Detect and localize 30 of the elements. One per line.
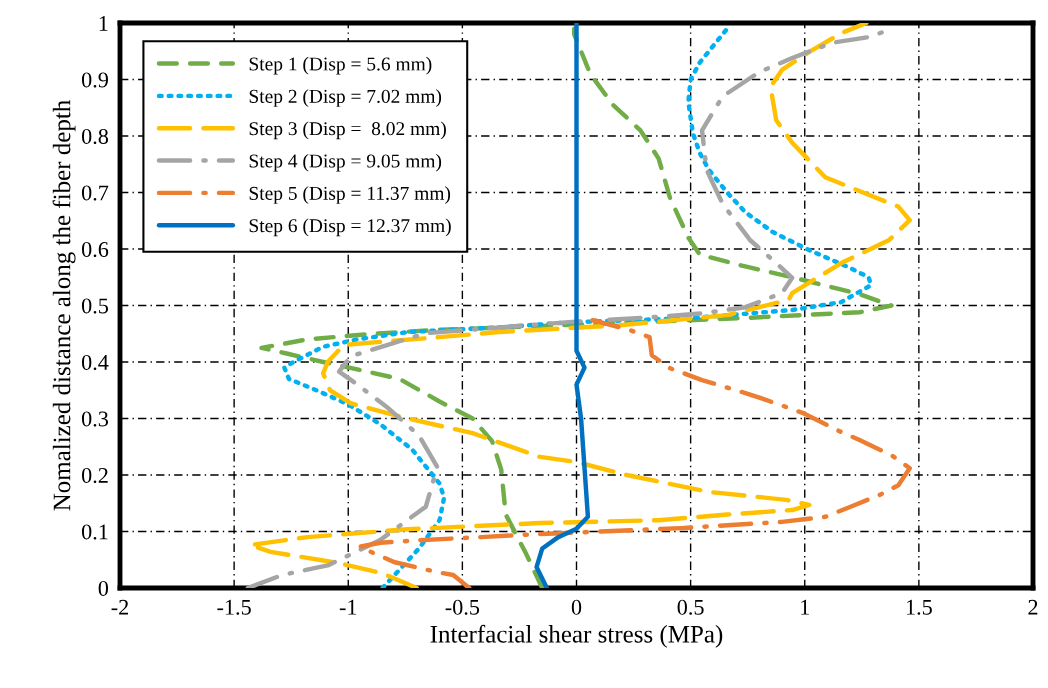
y-tick-label: 0.9 xyxy=(81,72,108,88)
y-tick-label: 0.3 xyxy=(81,411,109,427)
line-series xyxy=(534,23,591,588)
y-tick-label: 0 xyxy=(98,580,109,596)
y-tick-label: 0.1 xyxy=(81,524,108,540)
x-tick-label: 2 xyxy=(1028,599,1038,615)
legend-label: Step 4 (Disp = 9.05 mm) xyxy=(249,153,442,172)
y-tick-label: 1 xyxy=(99,16,108,31)
y-axis-title: Nomalized distance along the fiber depth xyxy=(52,100,76,511)
legend-label: Step 1 (Disp = 5.6 mm) xyxy=(249,56,432,75)
y-tick-label: 0.6 xyxy=(81,241,109,258)
x-tick-label: 0.5 xyxy=(677,599,704,615)
x-tick-label: -1.5 xyxy=(217,599,251,615)
x-tick-label: 1.5 xyxy=(906,599,932,615)
y-tick-label: 0.2 xyxy=(81,467,108,484)
legend-label: Step 2 (Disp = 7.02 mm) xyxy=(249,89,442,107)
y-tick-label: 0.7 xyxy=(81,185,109,201)
x-tick-label: -2 xyxy=(111,599,129,615)
legend-label: Step 5 (Disp = 11.37 mm) xyxy=(249,186,451,204)
x-tick-label: -0.5 xyxy=(445,599,480,615)
y-tick-label: 0.4 xyxy=(81,354,109,371)
y-tick-label: 0.8 xyxy=(81,128,109,145)
x-axis-title: Interfacial shear stress (MPa) xyxy=(430,624,723,648)
x-tick-label: 1 xyxy=(801,599,809,615)
legend-label: Step 6 (Disp = 12.37 mm) xyxy=(249,218,451,237)
legend-label: Step 3 (Disp = 8.02 mm) xyxy=(249,121,446,140)
x-tick-label: -1 xyxy=(339,599,357,615)
x-tick-label: 0 xyxy=(571,599,582,615)
line-series xyxy=(357,317,912,588)
y-tick-label: 0.5 xyxy=(81,298,109,314)
